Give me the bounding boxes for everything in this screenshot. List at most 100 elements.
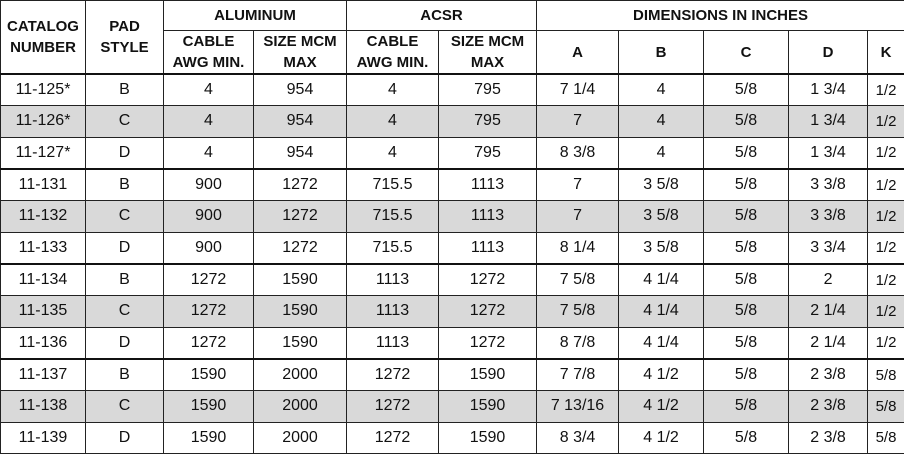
dim-b-cell: 4	[619, 74, 704, 106]
acsr-size-cell: 795	[439, 74, 537, 106]
pad-style-header: PAD STYLE	[86, 1, 164, 75]
pad-style-cell: C	[86, 201, 164, 232]
aluminum-cable-cell: 1590	[164, 391, 254, 422]
dim-a-cell: 7 5/8	[537, 296, 619, 327]
aluminum-size-cell: 2000	[254, 391, 347, 422]
aluminum-cable-awg-min-header: CABLE AWG MIN.	[164, 31, 254, 75]
catalog-number-cell: 11-132	[1, 201, 86, 232]
acsr-cable-cell: 1113	[347, 264, 439, 296]
header-line: CABLE	[183, 33, 235, 50]
aluminum-size-cell: 954	[254, 74, 347, 106]
catalog-number-cell: 11-127*	[1, 137, 86, 169]
header-line: MAX	[283, 54, 316, 71]
acsr-size-cell: 1113	[439, 201, 537, 232]
acsr-size-cell: 1272	[439, 264, 537, 296]
header-line: CABLE	[367, 33, 419, 50]
catalog-number-cell: 11-125*	[1, 74, 86, 106]
dim-c-cell: 5/8	[704, 201, 789, 232]
dim-a-cell: 7	[537, 169, 619, 201]
aluminum-cable-cell: 1590	[164, 422, 254, 453]
acsr-cable-cell: 1113	[347, 296, 439, 327]
pad-style-cell: B	[86, 169, 164, 201]
acsr-cable-cell: 715.5	[347, 169, 439, 201]
catalog-number-cell: 11-134	[1, 264, 86, 296]
dim-d-cell: 1 3/4	[789, 137, 868, 169]
aluminum-size-cell: 1272	[254, 169, 347, 201]
pad-style-cell: B	[86, 74, 164, 106]
dim-b-cell: 4 1/4	[619, 264, 704, 296]
dim-k-cell: 5/8	[868, 359, 904, 391]
header-line: MAX	[471, 54, 504, 71]
dim-a-cell: 8 3/8	[537, 137, 619, 169]
pad-style-cell: B	[86, 264, 164, 296]
dim-a-cell: 7	[537, 201, 619, 232]
catalog-number-cell: 11-133	[1, 232, 86, 264]
catalog-number-cell: 11-137	[1, 359, 86, 391]
dim-b-cell: 4	[619, 137, 704, 169]
dim-b-cell: 4 1/4	[619, 327, 704, 359]
dimensions-header: DIMENSIONS IN INCHES	[537, 1, 904, 31]
acsr-cable-awg-min-header: CABLE AWG MIN.	[347, 31, 439, 75]
dim-c-cell: 5/8	[704, 106, 789, 137]
dim-d-header: D	[789, 31, 868, 75]
dim-k-cell: 1/2	[868, 296, 904, 327]
aluminum-size-cell: 954	[254, 106, 347, 137]
catalog-number-header-line2: NUMBER	[10, 39, 76, 56]
aluminum-size-cell: 2000	[254, 422, 347, 453]
acsr-size-cell: 1113	[439, 232, 537, 264]
aluminum-cable-cell: 4	[164, 74, 254, 106]
acsr-header: ACSR	[347, 1, 537, 31]
dim-a-cell: 8 3/4	[537, 422, 619, 453]
aluminum-cable-cell: 900	[164, 201, 254, 232]
acsr-size-cell: 1272	[439, 296, 537, 327]
dim-a-cell: 7 7/8	[537, 359, 619, 391]
dim-a-header: A	[537, 31, 619, 75]
dim-b-cell: 3 5/8	[619, 169, 704, 201]
dim-k-cell: 5/8	[868, 422, 904, 453]
aluminum-size-cell: 2000	[254, 359, 347, 391]
dim-d-cell: 2 1/4	[789, 296, 868, 327]
aluminum-cable-cell: 4	[164, 106, 254, 137]
catalog-number-cell: 11-138	[1, 391, 86, 422]
dim-c-cell: 5/8	[704, 327, 789, 359]
pad-style-cell: C	[86, 391, 164, 422]
acsr-cable-cell: 4	[347, 74, 439, 106]
dim-k-cell: 1/2	[868, 232, 904, 264]
pad-style-cell: D	[86, 137, 164, 169]
pad-style-cell: D	[86, 327, 164, 359]
pad-style-cell: D	[86, 422, 164, 453]
acsr-cable-cell: 715.5	[347, 201, 439, 232]
dim-b-cell: 4 1/2	[619, 422, 704, 453]
dim-k-cell: 1/2	[868, 169, 904, 201]
pad-style-header-line2: STYLE	[100, 39, 148, 56]
header-line: AWG MIN.	[173, 54, 245, 71]
dim-c-cell: 5/8	[704, 391, 789, 422]
dim-k-cell: 1/2	[868, 264, 904, 296]
dim-a-cell: 8 1/4	[537, 232, 619, 264]
acsr-cable-cell: 4	[347, 106, 439, 137]
dim-k-cell: 1/2	[868, 106, 904, 137]
dim-k-header: K	[868, 31, 904, 75]
acsr-size-cell: 795	[439, 106, 537, 137]
aluminum-size-cell: 1272	[254, 201, 347, 232]
aluminum-size-cell: 1590	[254, 264, 347, 296]
dim-d-cell: 2	[789, 264, 868, 296]
dim-c-cell: 5/8	[704, 296, 789, 327]
dim-d-cell: 3 3/8	[789, 169, 868, 201]
acsr-cable-cell: 1272	[347, 359, 439, 391]
dim-c-cell: 5/8	[704, 232, 789, 264]
acsr-cable-cell: 4	[347, 137, 439, 169]
aluminum-cable-cell: 900	[164, 232, 254, 264]
dim-c-header: C	[704, 31, 789, 75]
dim-d-cell: 2 3/8	[789, 422, 868, 453]
